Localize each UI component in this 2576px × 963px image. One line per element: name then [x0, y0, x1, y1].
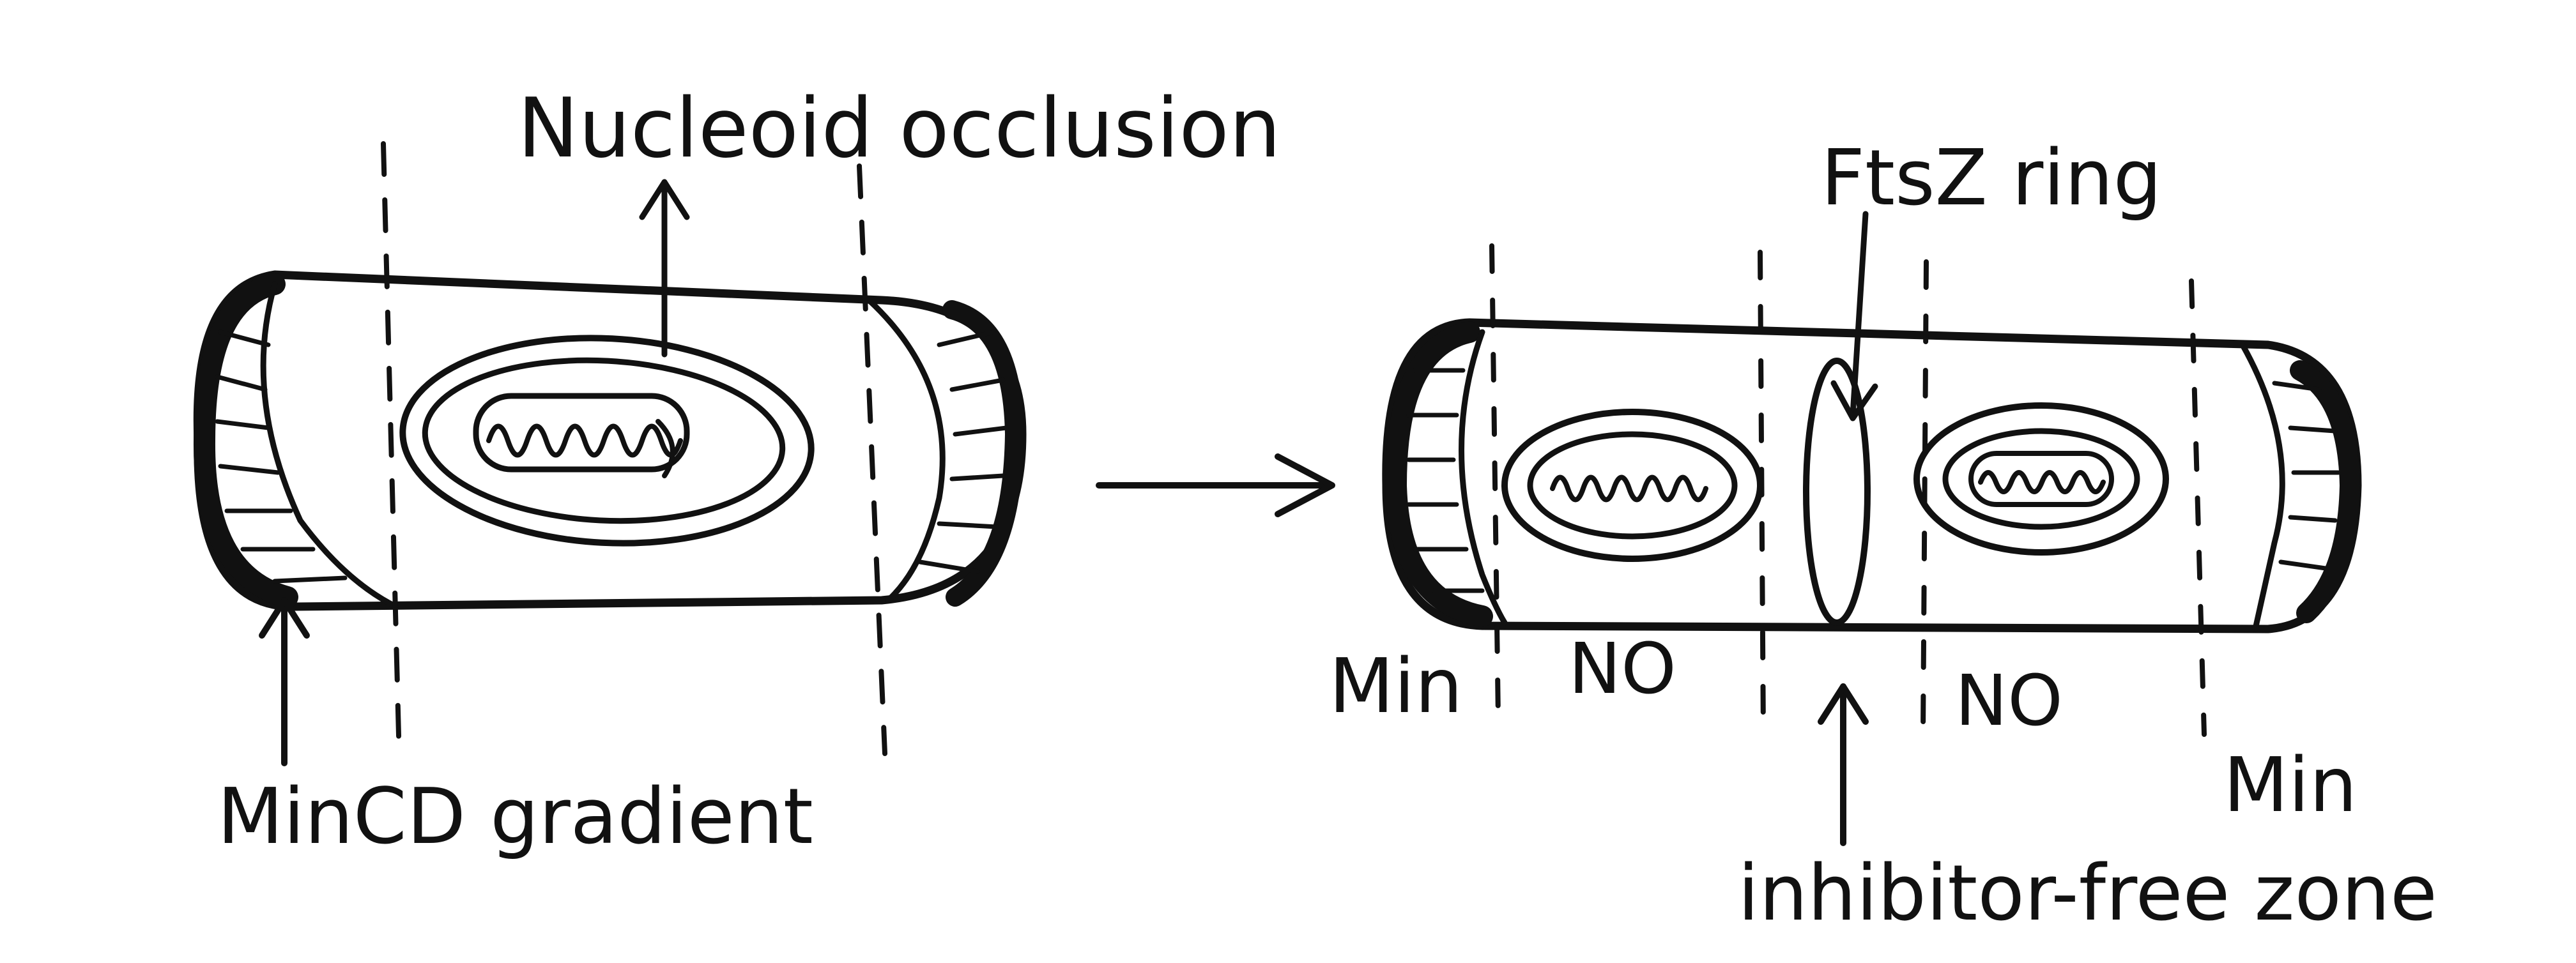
right-cell-dna-left: [1550, 474, 1708, 503]
zone-label-no-right: NO: [1955, 660, 2063, 741]
inhibitor-free-zone-label: inhibitor-free zone: [1738, 849, 2437, 938]
nucleoid-occlusion-arrow: [639, 179, 690, 358]
left-cell-mincd-right-cap: [866, 297, 1024, 607]
right-cell-boundary-line-3: [1920, 259, 1929, 737]
ftsz-ring-arrow: [1830, 211, 1878, 421]
left-cell: Nucleoid occlusion MinCD gradient: [193, 81, 1281, 861]
nucleoid-occlusion-label: Nucleoid occlusion: [518, 81, 1281, 176]
right-cell-min-left-cap: [1385, 321, 1508, 627]
left-cell-nucleoid: [399, 335, 815, 547]
right-cell-boundary-line-2: [1758, 250, 1766, 737]
inhibitor-free-zone-arrow: [1818, 683, 1869, 846]
right-cell-nucleoid-left: [1501, 409, 1763, 562]
right-cell-min-right-cap: [2239, 342, 2360, 632]
left-cell-boundary-line-1: [381, 141, 402, 762]
mincd-gradient-arrow: [259, 597, 310, 766]
ftsz-ring-label: FtsZ ring: [1821, 134, 2162, 223]
mincd-gradient-label: MinCD gradient: [217, 773, 813, 861]
right-cell: FtsZ ring Min NO NO Min inhibitor-free z…: [1329, 134, 2437, 938]
zone-label-min-right: Min: [2223, 741, 2357, 829]
right-arrow-icon: [1096, 453, 1335, 517]
left-cell-outline: [193, 270, 1027, 611]
zone-label-no-left: NO: [1568, 628, 1676, 709]
left-cell-mincd-left-cap: [193, 273, 399, 610]
right-cell-dna-right: [1978, 470, 2106, 494]
right-cell-boundary-line-4: [2189, 278, 2207, 737]
right-cell-boundary-line-1: [1489, 243, 1501, 721]
left-cell-boundary-line-2: [857, 163, 887, 756]
left-cell-dna-coil: [486, 423, 683, 458]
right-cell-nucleoid-right: [1913, 402, 2169, 556]
ftsz-ring: [1803, 358, 1871, 626]
zone-label-min-left: Min: [1329, 642, 1462, 730]
